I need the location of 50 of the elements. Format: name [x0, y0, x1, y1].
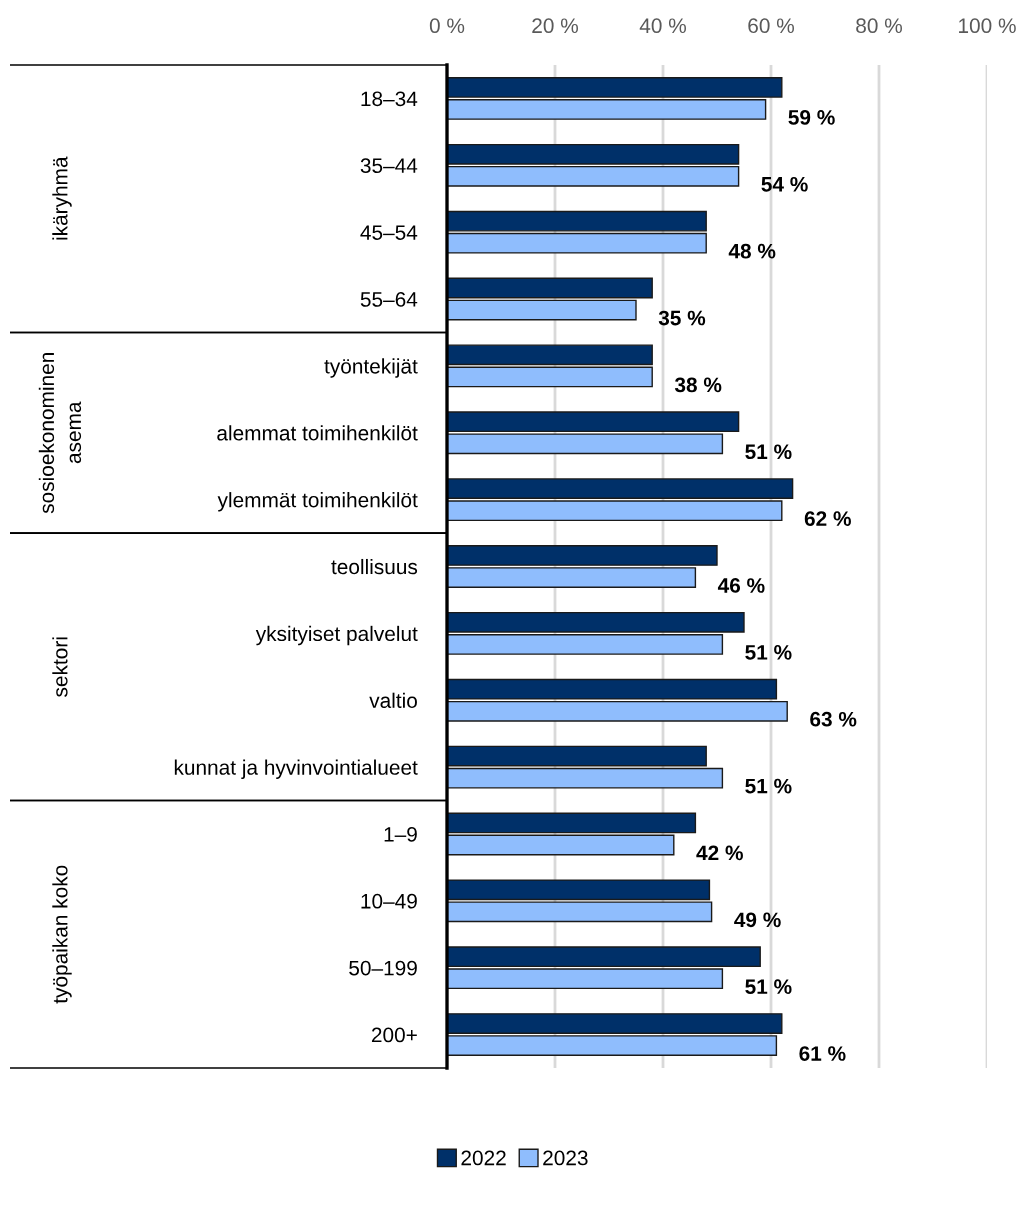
data-label: 59 %: [788, 110, 835, 125]
bar: [447, 812, 697, 834]
data-label: 49 %: [734, 912, 781, 928]
x-tick-label: 100 %: [959, 18, 1016, 34]
y-tick-label: 18–34: [361, 91, 418, 107]
data-label: 42 %: [696, 845, 743, 861]
data-label: 63 %: [810, 711, 857, 727]
y-tick-label: ylemmät toimihenkilöt: [217, 492, 418, 512]
data-label: 46 %: [717, 578, 765, 593]
y-tick-label: 50–199: [349, 960, 417, 976]
x-tick-label: 80 %: [856, 18, 902, 34]
data-label: 51 %: [745, 444, 792, 460]
data-label: 51 %: [745, 979, 792, 995]
bar: [447, 344, 653, 366]
x-tick-label: 60 %: [748, 18, 794, 34]
text: ikäryhmä: [52, 156, 72, 240]
y-tick-label: 1–9: [384, 826, 417, 842]
legend-label: 2022: [461, 1150, 506, 1166]
text: sosioekonominen asema: [38, 353, 82, 514]
y-tick-label: valtio: [369, 692, 417, 708]
y-tick-label: 35–44: [360, 158, 418, 174]
y-tick-label: kunnat ja hyvinvointialueet: [174, 759, 418, 779]
bar: [447, 767, 724, 789]
x-tick-label: 40 %: [639, 18, 686, 34]
y-tick-label: 200+: [371, 1027, 417, 1043]
y-tick-label: 55–64: [360, 292, 418, 307]
data-label: 51 %: [745, 778, 792, 794]
data-label: 61 %: [799, 1046, 846, 1061]
x-tick-label: 20 %: [532, 18, 578, 34]
y-tick-label: alemmat toimihenkilöt: [217, 425, 418, 441]
y-tick-label: yksityiset palvelut: [255, 625, 418, 646]
bar: [447, 834, 675, 856]
y-tick-label: työntekijät: [324, 358, 418, 378]
data-label: 54 %: [761, 176, 808, 192]
bar: [447, 277, 653, 299]
x-tick-label: 0 %: [429, 18, 465, 34]
legend-label: 2023: [543, 1150, 588, 1166]
y-tick-label: 10–49: [361, 893, 417, 909]
data-label: 35 %: [658, 310, 706, 326]
y-tick-label: teollisuus: [331, 558, 418, 575]
data-label: 48 %: [728, 243, 776, 259]
data-label: 62 %: [804, 511, 851, 526]
bar: [447, 299, 637, 321]
bar: [447, 745, 707, 767]
text: työpaikan koko: [52, 865, 72, 1004]
y-tick-label: 45–54: [360, 225, 418, 240]
data-label: 51 %: [745, 645, 792, 660]
data-label: 38 %: [674, 377, 722, 393]
text: sektori: [52, 637, 68, 697]
bar: [447, 366, 653, 388]
